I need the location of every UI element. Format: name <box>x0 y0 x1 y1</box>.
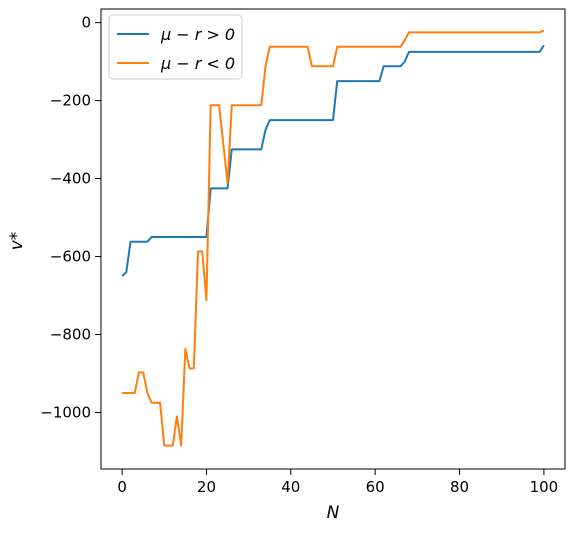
series-line-mu-minus-r-negative <box>122 29 545 447</box>
series-line-mu-minus-r-positive <box>121 44 545 277</box>
y-axis: 0 −200 −400 −600 −800 −1000 <box>40 14 101 421</box>
plot-frame <box>100 8 566 470</box>
x-tick-label: 60 <box>366 478 385 496</box>
legend: μ − r > 0 μ − r < 0 <box>108 14 243 80</box>
y-tick-label: −1000 <box>40 403 91 421</box>
legend-label-mu-minus-r-negative: μ − r < 0 <box>160 54 235 73</box>
x-tick-label: 0 <box>117 478 127 496</box>
y-tick-label: −200 <box>50 92 91 110</box>
x-tick-label: 40 <box>281 478 300 496</box>
series-layer <box>121 29 545 447</box>
x-tick-label: 80 <box>450 478 469 496</box>
y-tick-label: −600 <box>50 248 91 266</box>
y-axis-label: v* <box>7 232 27 251</box>
y-tick-label: −800 <box>50 326 91 344</box>
x-axis: 0 20 40 60 80 100 <box>117 469 558 496</box>
legend-label-mu-minus-r-positive: μ − r > 0 <box>160 25 235 44</box>
y-tick-label: −400 <box>50 170 91 188</box>
x-tick-label: 100 <box>530 478 559 496</box>
x-axis-label: N <box>327 503 340 523</box>
y-tick-label: 0 <box>81 14 91 32</box>
x-tick-label: 20 <box>197 478 216 496</box>
